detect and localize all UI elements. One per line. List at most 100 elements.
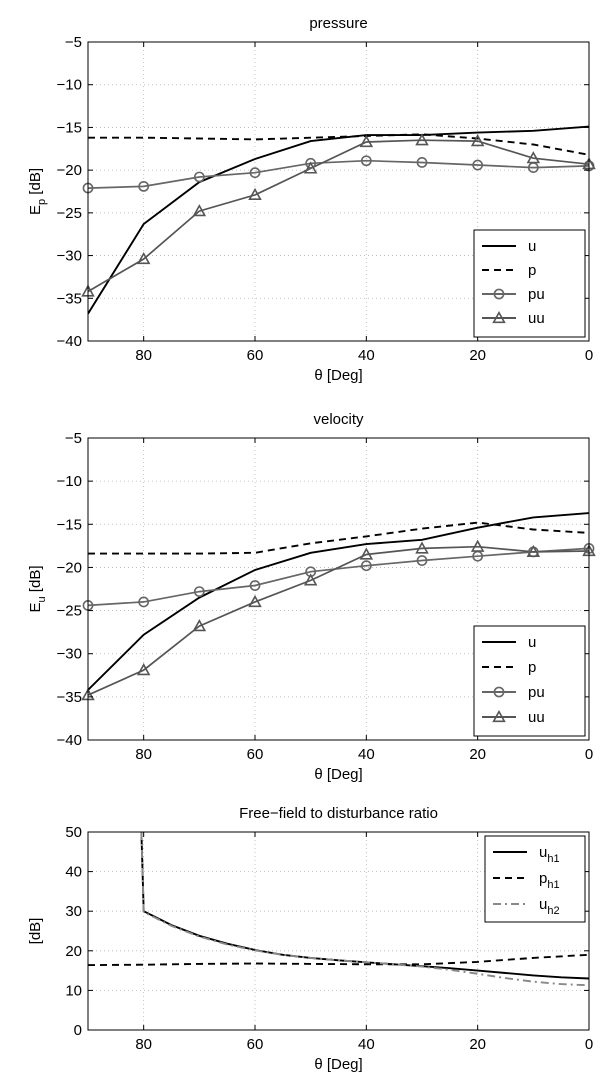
legend-label-0: u [528, 238, 536, 255]
x-tick-label: 40 [358, 347, 375, 364]
legend-label-main: pu [528, 286, 545, 303]
data-point-2-2 [193, 586, 205, 597]
data-point-3-8 [526, 544, 541, 558]
x-axis-label: θ [Deg] [314, 367, 362, 384]
x-tick-label: 0 [585, 347, 593, 364]
series-line-0 [140, 832, 589, 980]
x-tick-label: 60 [247, 746, 264, 763]
data-point-3-2 [192, 619, 207, 632]
legend-label-main: p [528, 659, 536, 676]
legend: up pu uu [473, 625, 586, 737]
y-tick-label: −20 [57, 162, 82, 179]
y-tick-label: −40 [57, 732, 82, 749]
y-axis-label-rest: [dB] [27, 566, 44, 597]
data-point-3-3 [248, 187, 262, 201]
legend-label-2: pu [528, 286, 545, 303]
chart-3: 80 60 40 20 0 50 40 30 20 10 0 Free−field to distur… [27, 805, 593, 1073]
legend-label-sub: h2 [547, 905, 559, 917]
y-axis-label-main: [dB] [27, 918, 44, 945]
x-tick-label: 20 [469, 1036, 486, 1053]
y-tick-label: −5 [65, 430, 82, 447]
y-tick-label: −10 [57, 77, 82, 94]
legend-label-sub: h1 [547, 853, 559, 865]
y-tick-label: −25 [57, 603, 82, 620]
y-tick-label: 20 [65, 943, 82, 960]
series-line-2 [140, 832, 589, 987]
legend-label-main: uu [528, 310, 545, 327]
y-axis-label-main: E [27, 205, 44, 215]
y-tick-label: −30 [57, 646, 82, 663]
legend-label-3: uu [528, 709, 545, 726]
x-tick-label: 0 [585, 746, 593, 763]
x-axis-label: θ [Deg] [314, 1056, 362, 1073]
legend-label-0: u [528, 634, 536, 651]
legend-label-2: pu [528, 684, 545, 701]
legend-label-main: u [528, 634, 536, 651]
legend: up pu uu [473, 229, 586, 338]
series-group [88, 832, 589, 987]
legend-label-main: uu [528, 709, 545, 726]
legend-label-sub: h1 [547, 879, 559, 891]
data-point-3-7 [470, 539, 485, 552]
axes-frame [87, 831, 590, 1031]
series-line-0 [88, 512, 589, 691]
legend-label-main: u [528, 238, 536, 255]
legend-label-1: p [528, 262, 536, 279]
data-point-2-3 [249, 580, 261, 591]
data-point-3-5 [359, 547, 374, 560]
chart-title: pressure [309, 15, 367, 32]
x-tick-label: 60 [247, 347, 264, 364]
legend-box [473, 229, 586, 338]
y-tick-label: 50 [65, 824, 82, 841]
y-tick-label: −40 [57, 333, 82, 350]
data-point-3-5 [359, 134, 374, 148]
y-tick-label: −30 [57, 248, 82, 265]
axes-frame [87, 437, 590, 741]
data-point-3-4 [303, 573, 318, 586]
data-point-3-8 [526, 151, 541, 164]
y-axis-label: [dB] [27, 918, 44, 945]
series-line-2 [88, 159, 589, 189]
y-tick-label: 30 [65, 903, 82, 920]
legend-label-1: p [528, 659, 536, 676]
data-point-2-6 [416, 555, 428, 566]
data-point-2-1 [138, 596, 150, 608]
legend-label-main: p [528, 262, 536, 279]
data-point-3-7 [470, 134, 485, 147]
legend-label-main: p [539, 870, 547, 887]
legend-label-main: u [539, 844, 547, 861]
y-axis-label: Eu [dB] [27, 566, 48, 613]
y-tick-label: 0 [74, 1022, 82, 1039]
chart-1: 80 60 40 20 0 −5 −10 −15 −20 −25 −30 −35 −40 pressure… [27, 15, 596, 384]
legend-label-3: uu [528, 310, 545, 327]
y-tick-label: −15 [57, 119, 82, 136]
x-tick-label: 0 [585, 1036, 593, 1053]
chart-title: velocity [313, 411, 364, 428]
y-tick-label: −10 [57, 473, 82, 490]
y-tick-label: −20 [57, 559, 82, 576]
y-tick-label: 10 [65, 982, 82, 999]
legend-label-2: uh2 [539, 896, 560, 917]
data-point-3-3 [248, 594, 262, 608]
x-tick-label: 80 [135, 746, 152, 763]
chart-2: 80 60 40 20 0 −5 −10 −15 −20 −25 −30 −35 −40 velocity… [27, 411, 596, 783]
chart-title: Free−field to disturbance ratio [239, 805, 438, 822]
legend-label-1: ph1 [539, 870, 560, 891]
data-point-2-2 [193, 171, 205, 183]
x-tick-label: 40 [358, 746, 375, 763]
x-tick-label: 60 [247, 1036, 264, 1053]
axes-frame [87, 41, 590, 342]
series-group [88, 125, 589, 315]
legend-marker-3 [492, 709, 506, 723]
legend-label-main: pu [528, 684, 545, 701]
data-point-2-1 [138, 180, 150, 192]
legend-label-main: u [539, 896, 547, 913]
data-point-2-4 [305, 157, 317, 169]
data-point-2-3 [249, 167, 261, 179]
legend-box [484, 835, 586, 923]
y-axis-label-main: E [27, 602, 44, 612]
data-point-3-1 [136, 663, 151, 676]
data-point-3-2 [192, 204, 207, 217]
legend-label-0: uh1 [539, 844, 560, 865]
